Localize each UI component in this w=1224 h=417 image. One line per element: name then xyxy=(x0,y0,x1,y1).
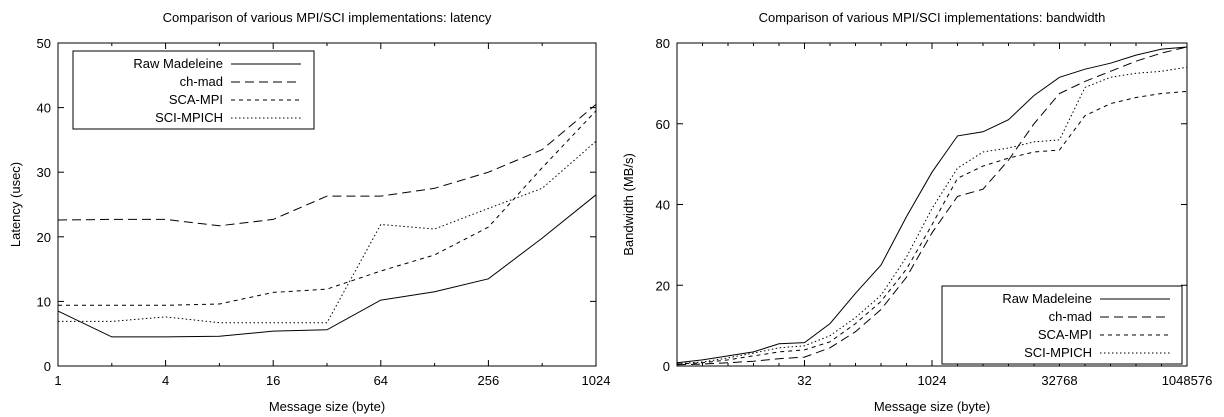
chart-0-series-sca-mpi xyxy=(58,110,597,306)
chart-0-xtick-label: 1 xyxy=(54,373,61,388)
chart-0-title: Comparison of various MPI/SCI implementa… xyxy=(163,10,492,25)
chart-1-ytick-label: 40 xyxy=(656,198,670,213)
chart-0-ylabel: Latency (usec) xyxy=(8,162,23,247)
chart-0-xtick-label: 4 xyxy=(162,373,169,388)
chart-1-series-ch-mad xyxy=(676,46,1188,366)
chart-1-title: Comparison of various MPI/SCI implementa… xyxy=(759,10,1106,25)
chart-1-xtick-label: 32 xyxy=(797,373,811,388)
chart-0-ytick-label: 20 xyxy=(37,230,51,245)
chart-0-xtick-label: 1024 xyxy=(582,373,611,388)
chart-0-ytick-label: 0 xyxy=(44,359,51,374)
chart-0-legend-label: Raw Madeleine xyxy=(133,56,223,71)
chart-1-legend-label: ch-mad xyxy=(1049,309,1092,324)
chart-0-series-sci-mpich xyxy=(58,140,597,324)
chart-1-legend-label: SCI-MPICH xyxy=(1024,345,1092,360)
chart-1-legend-label: SCA-MPI xyxy=(1038,327,1092,342)
chart-0-legend-label: SCI-MPICH xyxy=(155,110,223,125)
chart-0-series-raw-madeleine xyxy=(57,194,597,338)
chart-1-xtick-label: 32768 xyxy=(1041,373,1077,388)
chart-1-ytick-label: 80 xyxy=(656,36,670,51)
chart-1-xtick-label: 1024 xyxy=(918,373,947,388)
chart-0-xtick-label: 64 xyxy=(374,373,388,388)
chart-1-ytick-label: 60 xyxy=(656,117,670,132)
chart-0-series-ch-mad xyxy=(57,104,597,227)
chart-1-legend-label: Raw Madeleine xyxy=(1002,291,1092,306)
chart-0-legend-label: ch-mad xyxy=(180,74,223,89)
chart-0-xtick-label: 256 xyxy=(478,373,500,388)
chart-0-xtick-label: 16 xyxy=(266,373,280,388)
chart-0-ytick-label: 10 xyxy=(37,294,51,309)
chart-1-xlabel: Message size (byte) xyxy=(874,399,990,414)
chart-1-ylabel: Bandwidth (MB/s) xyxy=(621,153,636,256)
chart-1-series-raw-madeleine xyxy=(676,46,1188,364)
chart-1-ytick-label: 20 xyxy=(656,278,670,293)
chart-1-ytick-label: 0 xyxy=(663,359,670,374)
chart-0-ytick-label: 40 xyxy=(37,101,51,116)
chart-1-series-sca-mpi xyxy=(676,90,1188,365)
chart-0-ytick-label: 30 xyxy=(37,165,51,180)
chart-1-xtick-label: 1048576 xyxy=(1162,373,1213,388)
chart-0-legend-label: SCA-MPI xyxy=(169,92,223,107)
chart-0-ytick-label: 50 xyxy=(37,36,51,51)
chart-0-xlabel: Message size (byte) xyxy=(269,399,385,414)
